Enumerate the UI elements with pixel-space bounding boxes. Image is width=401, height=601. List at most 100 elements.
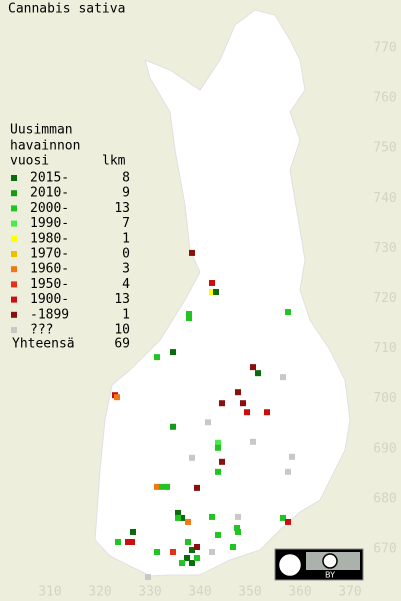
observation [189,249,195,256]
legend-label: 2000- [30,201,69,216]
observation [215,531,221,538]
observation [154,354,160,361]
legend-heading: havainnon [10,139,80,154]
observation [186,311,192,318]
observation [209,549,215,556]
observation [115,538,121,545]
observation [175,509,181,516]
y-tick-label: 710 [373,341,396,356]
observation [219,400,225,407]
legend-count: 9 [122,186,130,201]
legend-count: 0 [122,247,130,262]
observation [219,458,225,465]
observation [125,538,131,545]
observation [285,309,291,316]
observation [154,483,160,490]
observation [285,468,291,475]
legend-count: 8 [122,171,130,186]
observation [194,484,200,491]
observation [209,288,215,295]
y-tick-label: 760 [373,91,396,106]
license-badge: BY [274,548,364,581]
legend-total: 69 [114,337,130,352]
legend-count: 1 [122,307,130,322]
legend-swatch [11,296,17,303]
legend-label: 1990- [30,216,69,231]
y-tick-label: 680 [373,491,396,506]
observation [189,547,195,554]
y-tick-label: 750 [373,141,396,156]
legend-swatch [11,327,17,333]
y-tick-label: 700 [373,391,396,406]
observation [159,483,165,490]
observation [215,439,221,446]
observation [209,513,215,520]
x-tick-label: 370 [338,585,361,600]
observation [170,549,176,556]
y-tick-label: 670 [373,542,396,557]
legend-count: 10 [114,323,130,338]
legend-swatch [11,311,17,318]
observation [170,423,176,430]
legend-heading: vuosi [10,154,49,169]
observation [114,394,120,401]
observation [209,279,215,286]
observation [235,513,241,520]
legend-count: 13 [114,292,130,307]
observation [189,454,195,461]
y-tick-label: 730 [373,241,396,256]
observation [230,543,236,550]
y-tick-label: 740 [373,191,396,206]
legend-swatch [11,235,17,242]
observation [235,389,241,396]
legend-swatch [11,220,17,227]
x-tick-label: 310 [38,585,61,600]
observation [185,538,191,545]
x-tick-label: 330 [138,585,161,600]
observation [234,524,240,531]
observation [164,483,170,490]
legend-count-heading: lkm [102,154,126,169]
observation [240,400,246,407]
observation [213,288,219,295]
legend-label: 1960- [30,262,69,277]
observation [289,453,295,460]
observation [170,349,176,356]
observation [215,444,221,451]
observation [280,514,286,521]
legend-label: ??? [30,323,53,338]
observation [194,555,200,562]
observation [244,409,250,416]
by-icon [322,553,338,569]
legend-swatch [11,175,17,181]
legend-swatch [11,190,17,197]
observation [194,543,200,550]
cc-icon [276,551,304,579]
observation [145,574,151,581]
x-tick-label: 360 [288,585,311,600]
license-text: BY [325,571,335,580]
observation [280,374,286,381]
legend-label: 2015- [30,171,69,186]
x-tick-label: 320 [88,585,111,600]
observation [186,315,192,322]
observation [154,549,160,556]
legend-count: 7 [122,216,130,231]
finland-outline [94,9,351,577]
observation [264,409,270,416]
observation [179,514,185,521]
legend-label: 2010- [30,186,69,201]
legend-label: 1900- [30,292,69,307]
observation [130,528,136,535]
legend-count: 4 [122,277,130,292]
legend-total-label: Yhteensä [12,337,75,352]
observation [129,538,135,545]
legend-swatch [11,251,17,257]
observation [179,560,185,567]
observation [250,364,256,371]
legend-heading: Uusimman [10,123,73,138]
observation [285,518,291,525]
observation [250,438,256,445]
legend-swatch [11,281,17,288]
observation [205,419,211,426]
